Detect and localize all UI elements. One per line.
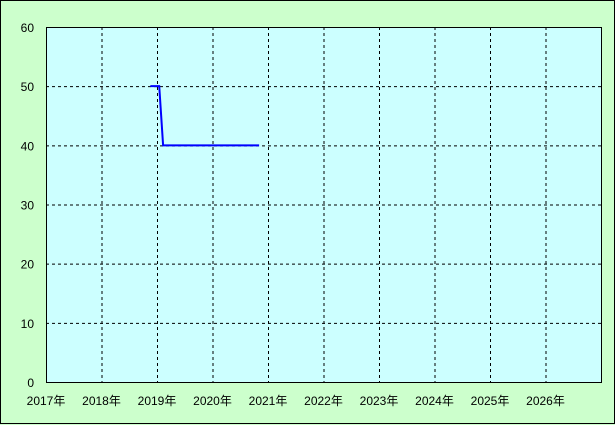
x-tick-label: 2017年 [27,394,66,408]
y-tick-label: 30 [21,199,35,213]
x-tick-label: 2026年 [526,394,565,408]
x-tick-label: 2020年 [193,394,232,408]
x-tick-label: 2023年 [360,394,399,408]
x-tick-label: 2025年 [471,394,510,408]
x-tick-label: 2024年 [415,394,454,408]
x-tick-label: 2018年 [82,394,121,408]
y-tick-label: 10 [21,317,35,331]
y-tick-label: 40 [21,139,35,153]
x-tick-label: 2019年 [138,394,177,408]
y-tick-label: 0 [27,376,34,390]
x-tick-label: 2021年 [249,394,288,408]
y-tick-label: 20 [21,258,35,272]
plot-border [46,27,602,383]
series-line [150,85,260,147]
x-tick-label: 2022年 [304,394,343,408]
y-tick-label: 50 [21,80,35,94]
y-tick-label: 60 [21,21,35,35]
